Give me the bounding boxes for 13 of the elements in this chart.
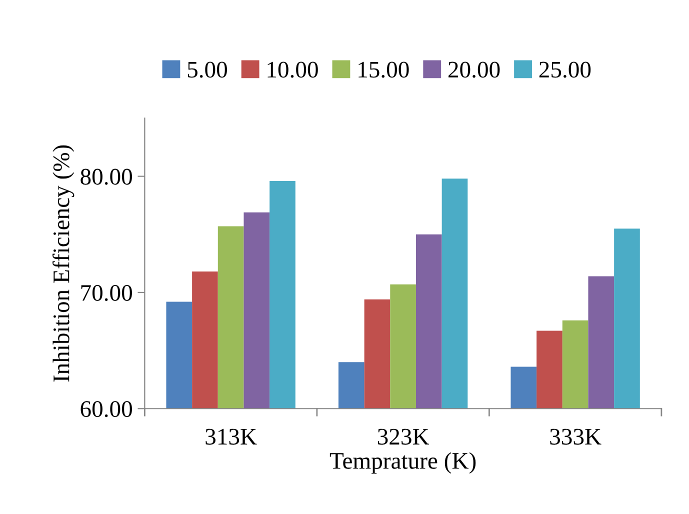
x-tick-label: 313K bbox=[206, 428, 257, 445]
x-tick-label: 323K bbox=[378, 428, 430, 445]
y-tick-label: 70.00 bbox=[81, 284, 132, 301]
legend-label: 20.00 bbox=[448, 62, 500, 78]
legend-label: 15.00 bbox=[358, 62, 409, 78]
x-tick-label: 333K bbox=[550, 428, 602, 445]
y-tick-label: 60.00 bbox=[80, 401, 132, 418]
legend-label: 10.00 bbox=[268, 62, 318, 78]
x-axis-title: Temprature (K) bbox=[330, 452, 476, 474]
y-axis-title: Inhibition Efficiency (%) bbox=[52, 145, 74, 382]
y-tick-label: 80.00 bbox=[80, 168, 132, 185]
legend-label: 25.00 bbox=[539, 62, 591, 78]
legend-label: 5.00 bbox=[188, 62, 227, 78]
